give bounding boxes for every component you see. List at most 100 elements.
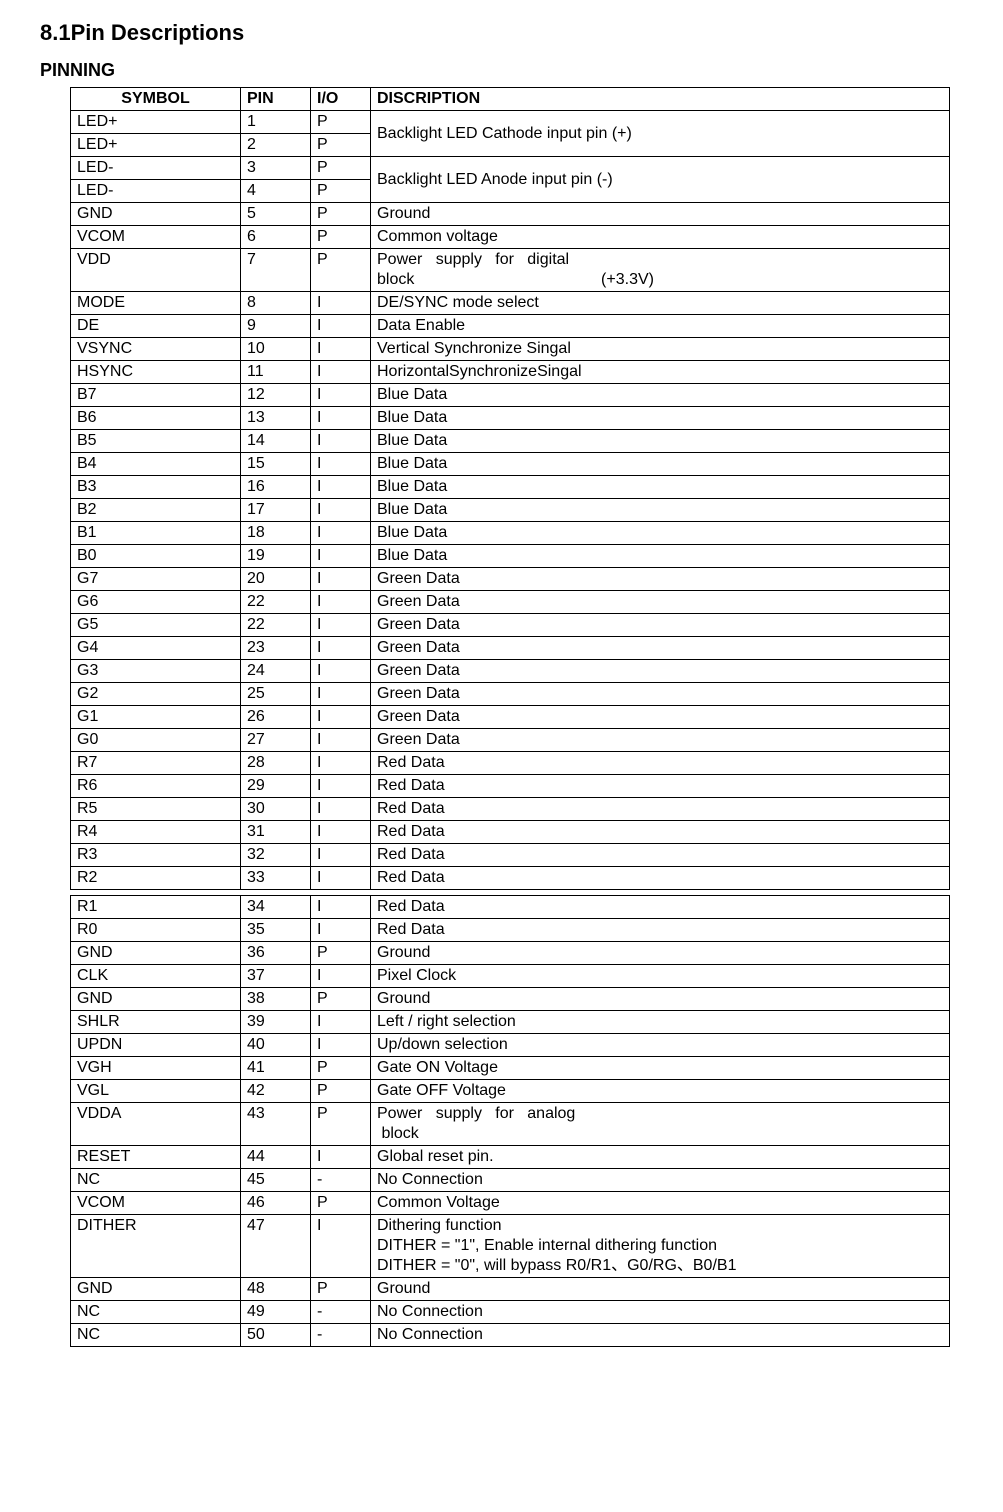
cell-io: I xyxy=(311,1011,371,1034)
cell-description: Green Data xyxy=(371,729,950,752)
cell-pin: 39 xyxy=(241,1011,311,1034)
cell-io: P xyxy=(311,180,371,203)
cell-io: P xyxy=(311,942,371,965)
cell-pin: 32 xyxy=(241,844,311,867)
cell-pin: 19 xyxy=(241,545,311,568)
table-row: HSYNC11IHorizontalSynchronizeSingal xyxy=(71,361,950,384)
cell-description: Ground xyxy=(371,942,950,965)
cell-io: I xyxy=(311,752,371,775)
cell-description: Common Voltage xyxy=(371,1192,950,1215)
table-row: MODE8IDE/SYNC mode select xyxy=(71,292,950,315)
table-row: B217IBlue Data xyxy=(71,499,950,522)
table-row: G423IGreen Data xyxy=(71,637,950,660)
cell-io: P xyxy=(311,203,371,226)
cell-symbol: CLK xyxy=(71,965,241,988)
cell-io: I xyxy=(311,1146,371,1169)
table-row: G720IGreen Data xyxy=(71,568,950,591)
cell-pin: 26 xyxy=(241,706,311,729)
cell-description: Red Data xyxy=(371,867,950,890)
cell-symbol: R5 xyxy=(71,798,241,821)
cell-io: - xyxy=(311,1324,371,1347)
cell-pin: 1 xyxy=(241,111,311,134)
cell-symbol: B0 xyxy=(71,545,241,568)
cell-symbol: R0 xyxy=(71,919,241,942)
table-header-row: SYMBOL PIN I/O DISCRIPTION xyxy=(71,88,950,111)
table-row: GND5PGround xyxy=(71,203,950,226)
cell-symbol: VSYNC xyxy=(71,338,241,361)
cell-description: Blue Data xyxy=(371,522,950,545)
pin-description-table: SYMBOL PIN I/O DISCRIPTION LED+1PBacklig… xyxy=(70,87,950,1347)
cell-symbol: R1 xyxy=(71,896,241,919)
table-row: B712IBlue Data xyxy=(71,384,950,407)
cell-io: P xyxy=(311,1080,371,1103)
cell-description: Blue Data xyxy=(371,499,950,522)
table-row: B118IBlue Data xyxy=(71,522,950,545)
table-row: G126IGreen Data xyxy=(71,706,950,729)
cell-pin: 38 xyxy=(241,988,311,1011)
table-row: LED+1PBacklight LED Cathode input pin (+… xyxy=(71,111,950,134)
cell-pin: 35 xyxy=(241,919,311,942)
cell-description: Data Enable xyxy=(371,315,950,338)
cell-description: Red Data xyxy=(371,896,950,919)
cell-io: I xyxy=(311,683,371,706)
cell-description: Ground xyxy=(371,988,950,1011)
cell-pin: 23 xyxy=(241,637,311,660)
cell-pin: 25 xyxy=(241,683,311,706)
cell-io: I xyxy=(311,821,371,844)
cell-pin: 27 xyxy=(241,729,311,752)
cell-description: Up/down selection xyxy=(371,1034,950,1057)
cell-io: I xyxy=(311,568,371,591)
table-row: UPDN40IUp/down selection xyxy=(71,1034,950,1057)
cell-pin: 16 xyxy=(241,476,311,499)
cell-description: No Connection xyxy=(371,1169,950,1192)
cell-description: Blue Data xyxy=(371,453,950,476)
cell-io: I xyxy=(311,614,371,637)
cell-io: I xyxy=(311,545,371,568)
table-row: VCOM6PCommon voltage xyxy=(71,226,950,249)
cell-symbol: B4 xyxy=(71,453,241,476)
cell-description: Ground xyxy=(371,203,950,226)
cell-description: Green Data xyxy=(371,568,950,591)
cell-symbol: VCOM xyxy=(71,226,241,249)
cell-description: Red Data xyxy=(371,798,950,821)
cell-description: Blue Data xyxy=(371,430,950,453)
cell-symbol: B1 xyxy=(71,522,241,545)
cell-description: Gate ON Voltage xyxy=(371,1057,950,1080)
cell-io: P xyxy=(311,249,371,292)
cell-io: I xyxy=(311,499,371,522)
cell-symbol: B6 xyxy=(71,407,241,430)
cell-io: I xyxy=(311,775,371,798)
cell-pin: 45 xyxy=(241,1169,311,1192)
cell-symbol: VDD xyxy=(71,249,241,292)
cell-io: I xyxy=(311,798,371,821)
table-row: DITHER47IDithering functionDITHER = "1",… xyxy=(71,1215,950,1278)
cell-symbol: LED- xyxy=(71,180,241,203)
cell-io: P xyxy=(311,226,371,249)
cell-symbol: VGL xyxy=(71,1080,241,1103)
table-body: LED+1PBacklight LED Cathode input pin (+… xyxy=(71,111,950,1347)
cell-io: I xyxy=(311,965,371,988)
cell-symbol: MODE xyxy=(71,292,241,315)
table-row: B316IBlue Data xyxy=(71,476,950,499)
cell-description: Blue Data xyxy=(371,407,950,430)
cell-io: I xyxy=(311,522,371,545)
cell-description: Vertical Synchronize Singal xyxy=(371,338,950,361)
table-row: GND48PGround xyxy=(71,1278,950,1301)
cell-symbol: R6 xyxy=(71,775,241,798)
table-row: R629IRed Data xyxy=(71,775,950,798)
cell-description: Power supply for digitalblock (+3.3V) xyxy=(371,249,950,292)
cell-io: I xyxy=(311,1215,371,1278)
cell-symbol: B5 xyxy=(71,430,241,453)
table-row: NC49-No Connection xyxy=(71,1301,950,1324)
table-row: R728IRed Data xyxy=(71,752,950,775)
cell-io: I xyxy=(311,476,371,499)
table-row: VCOM46PCommon Voltage xyxy=(71,1192,950,1215)
cell-description: Pixel Clock xyxy=(371,965,950,988)
table-row: B613IBlue Data xyxy=(71,407,950,430)
table-row: VDDA43PPower supply for analog block xyxy=(71,1103,950,1146)
cell-symbol: R3 xyxy=(71,844,241,867)
cell-io: I xyxy=(311,844,371,867)
cell-symbol: NC xyxy=(71,1301,241,1324)
cell-description: Left / right selection xyxy=(371,1011,950,1034)
table-row: B415IBlue Data xyxy=(71,453,950,476)
